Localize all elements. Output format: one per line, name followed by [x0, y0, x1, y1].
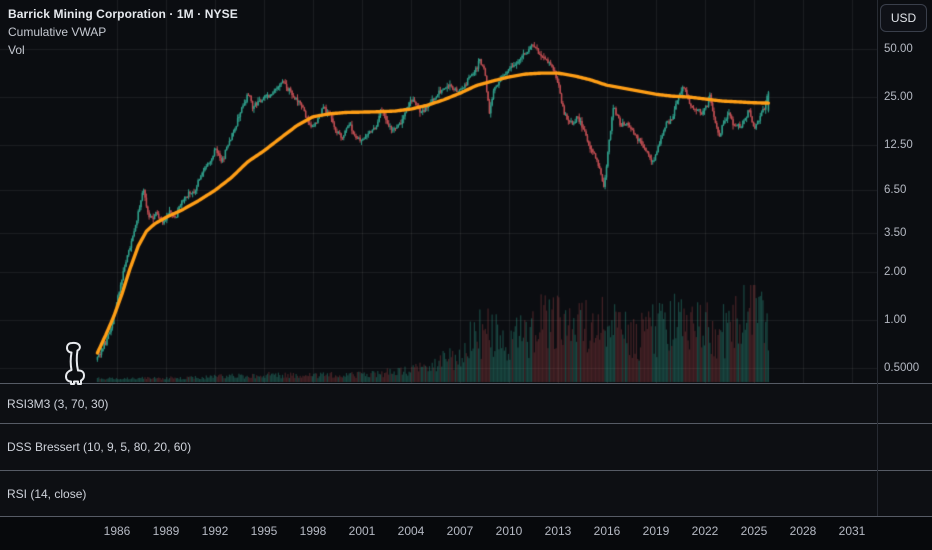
pane-rsi[interactable]: RSI (14, close) — [0, 470, 932, 517]
time-tick-label: 1986 — [103, 524, 131, 538]
time-tick-label: 1992 — [201, 524, 229, 538]
time-tick-label: 2019 — [642, 524, 670, 538]
legend-vwap-label[interactable]: Cumulative VWAP — [8, 25, 107, 39]
pane-rsi-label[interactable]: RSI (14, close) — [7, 486, 87, 501]
time-tick-label: 2010 — [495, 524, 523, 538]
price-tick-label: 25.00 — [884, 91, 913, 103]
time-tick-label: 2001 — [348, 524, 376, 538]
dinosaur-icon — [65, 341, 85, 385]
time-tick-label: 2028 — [789, 524, 817, 538]
currency-unit-button[interactable]: USD — [880, 4, 927, 32]
legend-volume-label[interactable]: Vol — [8, 43, 25, 57]
chart-legend: Barrick Mining Corporation · 1M · NYSE C… — [8, 5, 238, 59]
time-tick-label: 1989 — [152, 524, 180, 538]
price-tick-label: 12.50 — [884, 139, 913, 151]
time-tick-label: 2022 — [691, 524, 719, 538]
time-tick-label: 1995 — [250, 524, 278, 538]
symbol-title[interactable]: Barrick Mining Corporation · 1M · NYSE — [8, 7, 238, 21]
price-chart-canvas[interactable] — [0, 0, 877, 383]
time-tick-label: 2007 — [446, 524, 474, 538]
time-tick-label: 1998 — [299, 524, 327, 538]
time-tick-label: 2031 — [838, 524, 866, 538]
price-axis[interactable]: USD 50.00 25.00 12.50 6.50 3.50 2.00 1.00 0.500… — [878, 0, 932, 516]
time-tick-label: 2004 — [397, 524, 425, 538]
price-axis-separator[interactable] — [877, 0, 878, 516]
pane-rsi3m3[interactable]: RSI3M3 (3, 70, 30) — [0, 383, 932, 423]
time-axis[interactable]: 1986 1989 1992 1995 1998 2001 2004 2007 2010 2013… — [0, 517, 932, 550]
price-tick-label: 0.5000 — [884, 361, 920, 374]
time-tick-label: 2013 — [544, 524, 572, 538]
price-tick-label: 2.00 — [884, 265, 907, 278]
time-tick-label: 2016 — [593, 524, 621, 538]
pane-dss-bressert[interactable]: DSS Bressert (10, 9, 5, 80, 20, 60) — [0, 423, 932, 470]
price-tick-label: 50.00 — [884, 43, 913, 55]
price-tick-label: 6.50 — [884, 184, 907, 197]
pane-dss-bressert-label[interactable]: DSS Bressert (10, 9, 5, 80, 20, 60) — [7, 440, 192, 454]
time-tick-label: 2025 — [740, 524, 768, 538]
pane-rsi3m3-label[interactable]: RSI3M3 (3, 70, 30) — [7, 396, 109, 411]
price-tick-label: 3.50 — [884, 227, 907, 240]
price-tick-label: 1.00 — [884, 313, 907, 326]
